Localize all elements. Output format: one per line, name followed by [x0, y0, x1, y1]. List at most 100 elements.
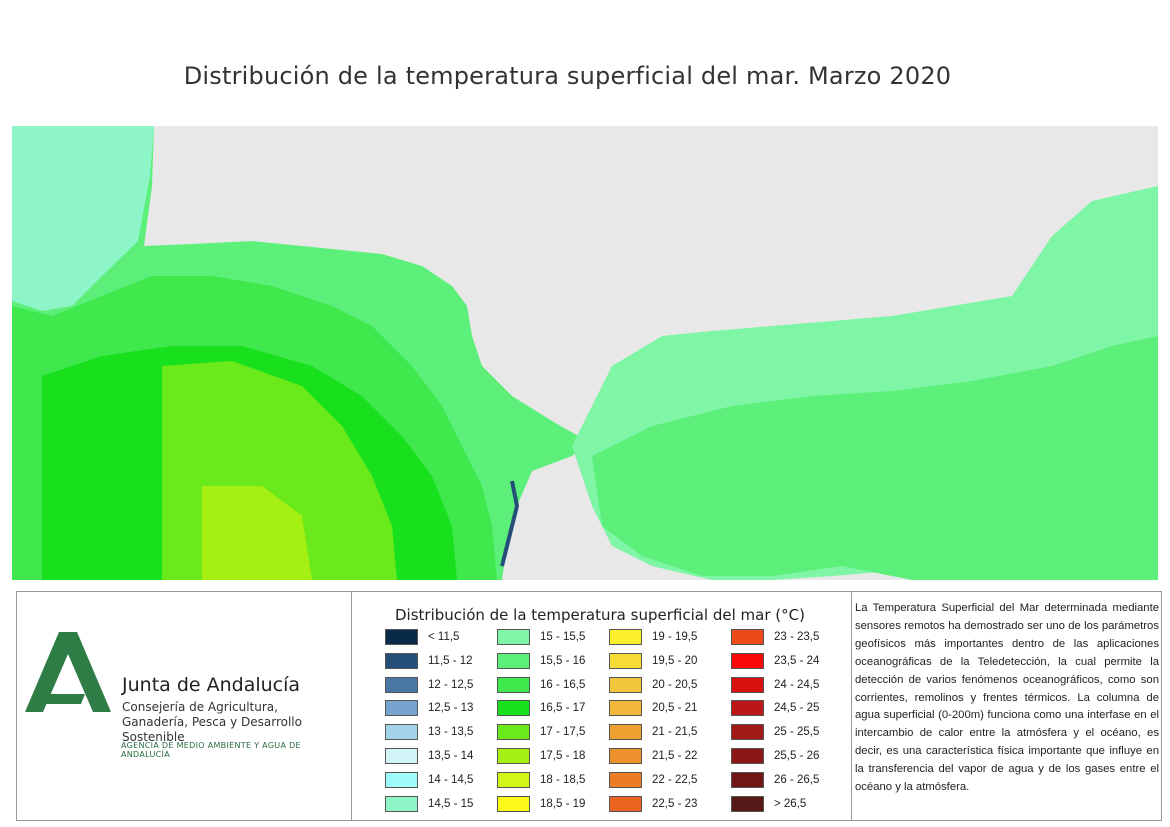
legend-label: 23,5 - 24 — [774, 654, 820, 667]
legend-item: 17 - 17,5 — [497, 723, 585, 741]
legend-label: 15,5 - 16 — [540, 654, 586, 667]
atlantic-sea-zone-warmest — [202, 486, 312, 580]
legend-label: 18 - 18,5 — [540, 773, 586, 786]
legend-label: 11,5 - 12 — [428, 654, 473, 667]
legend-swatch — [609, 652, 642, 669]
legend-item: 13 - 13,5 — [385, 723, 473, 741]
legend-swatch — [609, 724, 642, 741]
legend-item: 25,5 - 26 — [731, 747, 819, 765]
legend-item: 14 - 14,5 — [385, 771, 473, 789]
legend-item: 11,5 - 12 — [385, 652, 473, 670]
legend-swatch — [731, 676, 764, 693]
legend-label: 16 - 16,5 — [540, 678, 586, 691]
legend-swatch — [497, 771, 530, 788]
legend-item: 15,5 - 16 — [497, 652, 585, 670]
legend-item: 24 - 24,5 — [731, 676, 819, 694]
legend-label: 19,5 - 20 — [652, 654, 698, 667]
legend-item: 23 - 23,5 — [731, 628, 819, 646]
legend-swatch — [497, 724, 530, 741]
legend-item: 13,5 - 14 — [385, 747, 473, 765]
legend-label: 12,5 - 13 — [428, 702, 474, 715]
legend-panel: Distribución de la temperatura superfici… — [351, 592, 852, 820]
legend-label: 17 - 17,5 — [540, 726, 586, 739]
legend-swatch — [609, 748, 642, 764]
legend-swatch — [731, 771, 764, 788]
page-title: Distribución de la temperatura superfici… — [183, 62, 952, 90]
legend-swatch — [497, 629, 530, 645]
organization-name: Junta de Andalucía — [122, 674, 301, 696]
legend-swatch — [385, 629, 418, 645]
organization-department: Consejería de Agricultura, Ganadería, Pe… — [122, 700, 302, 744]
description-text: La Temperatura Superficial del Mar deter… — [855, 602, 1159, 794]
legend-swatch — [385, 700, 418, 717]
legend-item: 18,5 - 19 — [497, 795, 585, 813]
legend-label: 26 - 26,5 — [774, 773, 820, 786]
legend-swatch — [609, 700, 642, 717]
legend-swatch — [385, 748, 418, 764]
legend-item: 17,5 - 18 — [497, 747, 585, 765]
legend-label: 20,5 - 21 — [652, 702, 698, 715]
legend-swatch — [497, 652, 530, 669]
legend-item: 20 - 20,5 — [609, 676, 697, 694]
legend-label: 24 - 24,5 — [774, 678, 820, 691]
legend-item: < 11,5 — [385, 628, 459, 646]
legend-item: 12 - 12,5 — [385, 676, 473, 694]
legend-item: 22,5 - 23 — [609, 795, 697, 813]
legend-swatch — [731, 795, 764, 812]
legend-label: 17,5 - 18 — [540, 750, 586, 762]
legend-label: 24,5 - 25 — [774, 702, 820, 715]
legend-swatch — [497, 795, 530, 812]
legend-label: 21,5 - 22 — [652, 750, 698, 762]
legend-item: 21,5 - 22 — [609, 747, 697, 765]
legend-swatch — [497, 676, 530, 693]
legend-swatch — [731, 724, 764, 741]
legend-label: 25 - 25,5 — [774, 726, 820, 739]
legend-label: 14 - 14,5 — [428, 773, 474, 786]
legend-label: 13 - 13,5 — [428, 726, 474, 739]
legend-item: 23,5 - 24 — [731, 652, 819, 670]
atlantic-sea-zone-cold — [12, 126, 154, 311]
legend-label: 22,5 - 23 — [652, 797, 698, 810]
legend-item: 18 - 18,5 — [497, 771, 585, 789]
legend-label: 16,5 - 17 — [540, 702, 586, 715]
legend-swatch — [609, 795, 642, 812]
legend-label: < 11,5 — [428, 631, 460, 643]
legend-swatch — [609, 676, 642, 693]
info-panel: Junta de Andalucía Consejería de Agricul… — [16, 591, 1162, 821]
legend-item: 16 - 16,5 — [497, 676, 585, 694]
legend-swatch — [497, 748, 530, 764]
legend-title: Distribución de la temperatura superfici… — [395, 606, 805, 624]
legend-label: 22 - 22,5 — [652, 773, 698, 786]
legend-label: > 26,5 — [774, 797, 807, 810]
legend-swatch — [385, 795, 418, 812]
legend-item: 26 - 26,5 — [731, 771, 819, 789]
legend-label: 15 - 15,5 — [540, 631, 586, 643]
legend-item: 21 - 21,5 — [609, 723, 697, 741]
logo-panel: Junta de Andalucía Consejería de Agricul… — [17, 592, 352, 820]
legend-swatch — [385, 676, 418, 693]
legend-swatch — [609, 629, 642, 645]
legend-item: 22 - 22,5 — [609, 771, 697, 789]
legend-swatch — [731, 748, 764, 764]
legend-label: 19 - 19,5 — [652, 631, 698, 643]
legend-label: 23 - 23,5 — [774, 631, 820, 643]
legend-item: 24,5 - 25 — [731, 699, 819, 717]
legend-item: 14,5 - 15 — [385, 795, 473, 813]
legend-swatch — [731, 652, 764, 669]
sea-surface-temperature-map — [12, 126, 1158, 580]
legend-label: 21 - 21,5 — [652, 726, 698, 739]
legend-label: 12 - 12,5 — [428, 678, 474, 691]
legend-grid: < 11,5 11,5 - 12 12 - 12,5 12,5 - 13 13 - 13… — [385, 628, 845, 812]
junta-andalucia-logo-icon — [25, 632, 111, 712]
legend-label: 18,5 - 19 — [540, 797, 586, 810]
legend-swatch — [731, 629, 764, 645]
alboran-sea-zone-mid — [592, 336, 1158, 580]
legend-swatch — [497, 700, 530, 717]
legend-label: 20 - 20,5 — [652, 678, 698, 691]
legend-swatch — [731, 700, 764, 717]
legend-item: 25 - 25,5 — [731, 723, 819, 741]
legend-item: 19,5 - 20 — [609, 652, 697, 670]
legend-swatch — [609, 771, 642, 788]
legend-item: 16,5 - 17 — [497, 699, 585, 717]
legend-label: 13,5 - 14 — [428, 750, 474, 762]
